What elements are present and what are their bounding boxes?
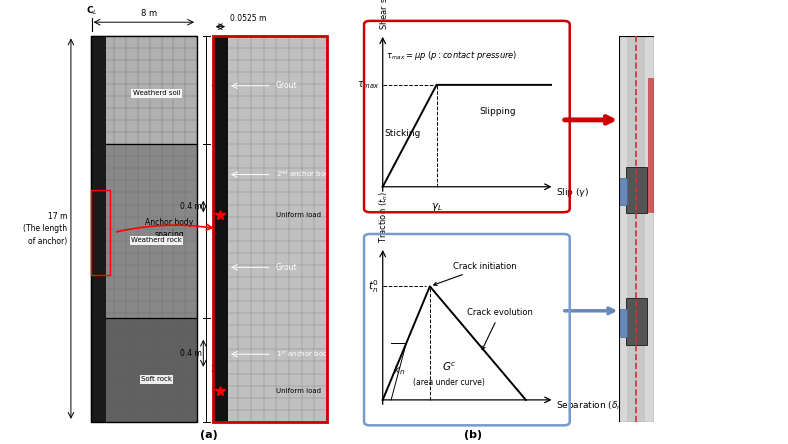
- Text: Slip ($\gamma$): Slip ($\gamma$): [556, 186, 589, 199]
- Text: $\tau_{max} = \mu p\ (p: contact\ pressure)$: $\tau_{max} = \mu p\ (p: contact\ pressu…: [386, 49, 518, 62]
- Bar: [91, 36, 197, 422]
- Bar: [91, 36, 197, 144]
- Bar: [91, 317, 197, 422]
- Text: Crack initiation: Crack initiation: [433, 262, 517, 285]
- Text: 1$^{st}$ anchor body: 1$^{st}$ anchor body: [276, 348, 333, 360]
- Bar: [213, 36, 327, 422]
- Text: $\tau_{max}$: $\tau_{max}$: [357, 79, 379, 91]
- Text: $\mathbf{C}_L$: $\mathbf{C}_L$: [86, 5, 98, 17]
- Bar: [617, 309, 627, 337]
- Text: Anchor body
spacing: Anchor body spacing: [145, 218, 194, 239]
- Text: Traction ($t_n$): Traction ($t_n$): [377, 190, 390, 243]
- Text: Crack evolution: Crack evolution: [466, 309, 533, 350]
- Text: 0.0525 m: 0.0525 m: [230, 14, 266, 23]
- Bar: [645, 36, 654, 422]
- Text: Separation ($\delta_n$): Separation ($\delta_n$): [556, 399, 626, 412]
- Bar: [626, 298, 647, 345]
- Bar: [91, 190, 110, 275]
- Text: (area under curve): (area under curve): [413, 378, 485, 387]
- Bar: [619, 36, 627, 422]
- Text: 3 m: 3 m: [211, 365, 226, 374]
- Bar: [617, 178, 627, 206]
- Text: Shear stress ($\tau$): Shear stress ($\tau$): [377, 0, 390, 30]
- Text: Weatherd soil: Weatherd soil: [132, 91, 180, 96]
- Text: Uniform load: Uniform load: [276, 212, 321, 218]
- Text: $k_n$: $k_n$: [392, 364, 405, 377]
- Bar: [627, 36, 645, 422]
- Text: Weatherd rock: Weatherd rock: [131, 237, 182, 243]
- Text: 0.4 m: 0.4 m: [180, 349, 202, 358]
- Text: 15 m: 15 m: [211, 226, 231, 235]
- Bar: [91, 36, 106, 422]
- Text: (b): (b): [463, 429, 482, 440]
- Bar: [91, 144, 197, 317]
- Bar: [626, 167, 647, 213]
- Text: $G^c$: $G^c$: [441, 361, 456, 373]
- Text: $\gamma_L$: $\gamma_L$: [431, 201, 443, 213]
- Text: Uniform load: Uniform load: [276, 388, 321, 394]
- Text: $t_n^0$: $t_n^0$: [368, 278, 379, 295]
- Text: 0.4 m: 0.4 m: [180, 202, 202, 211]
- Bar: [213, 36, 327, 422]
- Text: 17 m
(The length
of anchor): 17 m (The length of anchor): [23, 212, 67, 246]
- Text: Slipping: Slipping: [479, 107, 515, 116]
- Bar: [213, 36, 228, 422]
- Text: (a): (a): [200, 429, 217, 440]
- Text: Sticking: Sticking: [385, 129, 421, 138]
- Text: Grout: Grout: [276, 81, 297, 90]
- Bar: [648, 78, 654, 213]
- Text: Soft rock: Soft rock: [141, 377, 172, 382]
- Text: 8 m: 8 m: [141, 9, 157, 18]
- Text: 2$^{nd}$ anchor body: 2$^{nd}$ anchor body: [276, 168, 334, 181]
- Text: 7 m: 7 m: [211, 85, 226, 94]
- Text: Grout: Grout: [276, 263, 297, 272]
